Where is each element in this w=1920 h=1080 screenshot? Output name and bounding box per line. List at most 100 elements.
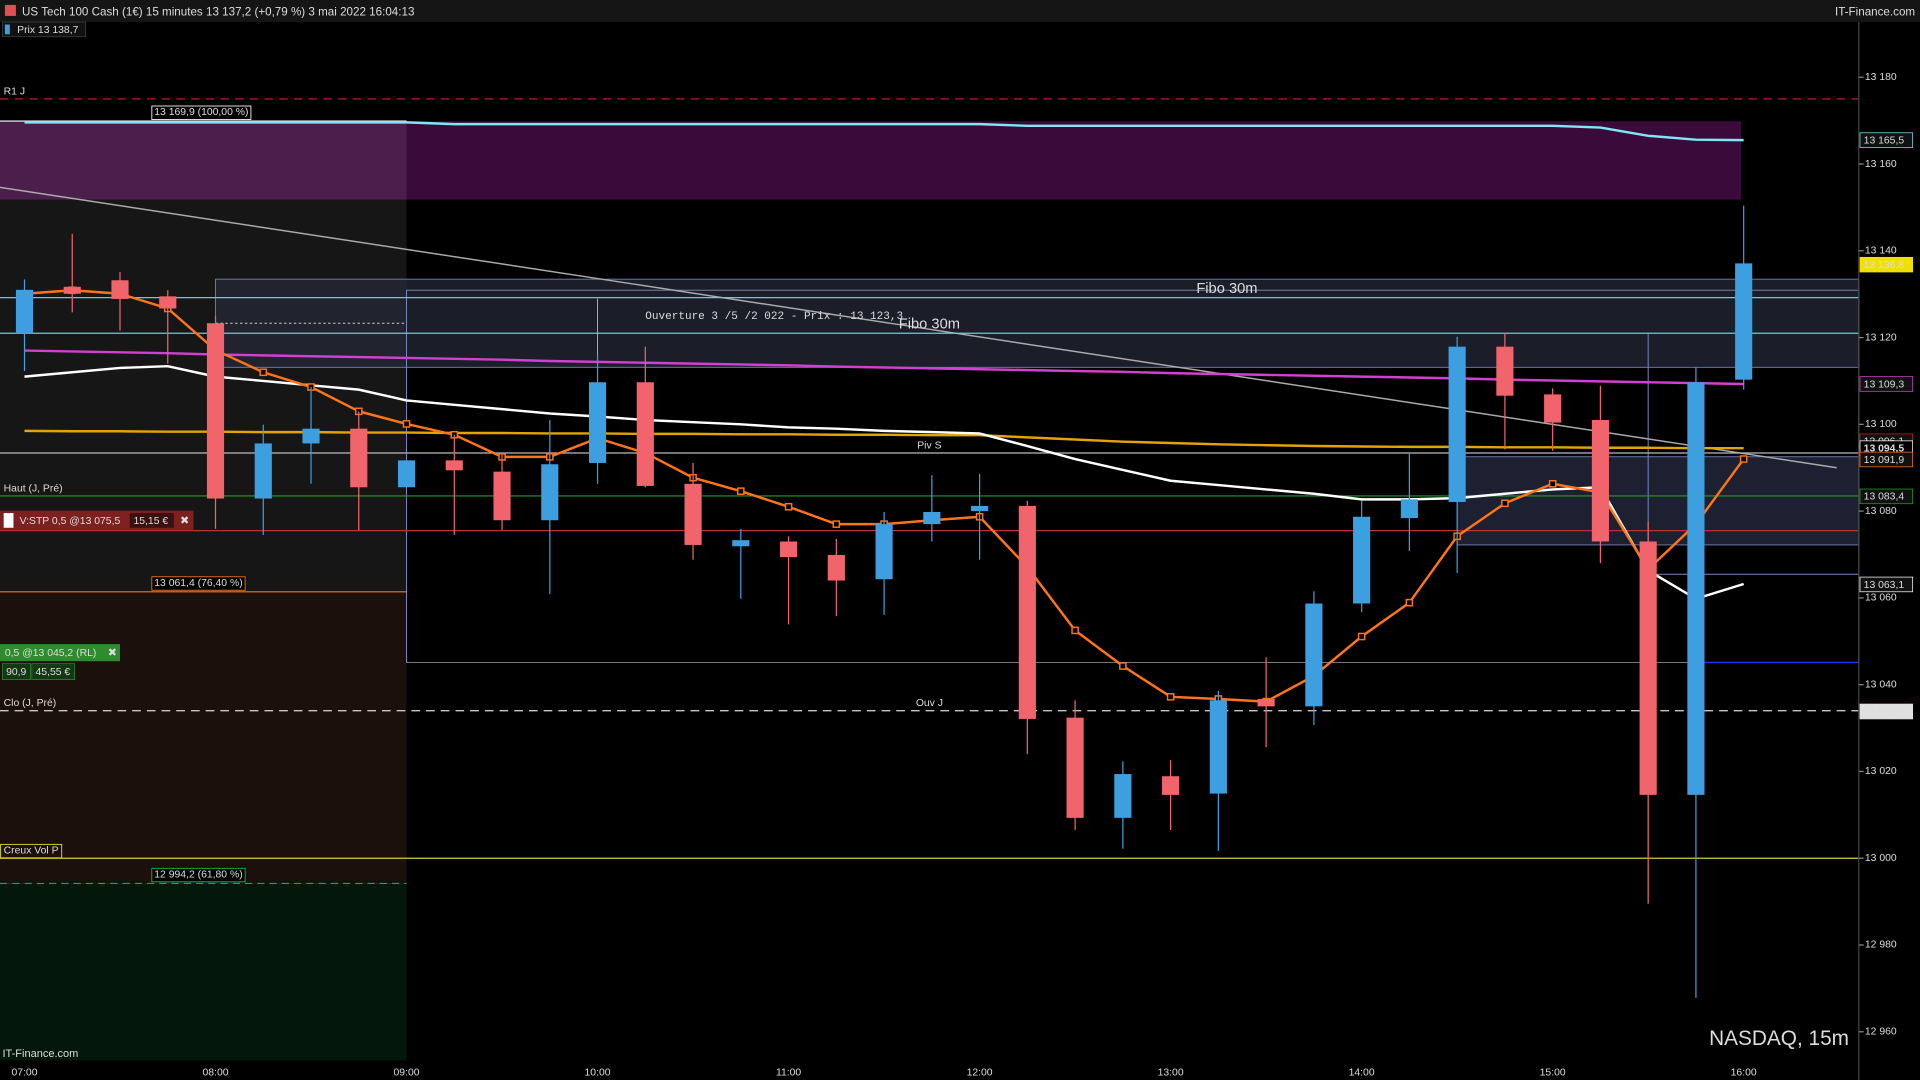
candle-body (1400, 499, 1418, 519)
y-tick-label: 13 180 (1865, 72, 1897, 83)
overlay-marker (259, 368, 268, 377)
price-label-box (1859, 576, 1914, 593)
overlay-marker (784, 502, 793, 511)
candle-body (588, 382, 607, 463)
price-box-text: Prix 13 138,7 (17, 25, 78, 36)
overlay-marker (402, 420, 411, 428)
order-box (2, 663, 31, 680)
candle-body (63, 286, 81, 294)
candle-body (1639, 541, 1657, 795)
order-text: V:STP 0,5 @13 075,5 (20, 516, 121, 527)
price-label-box (1859, 703, 1914, 720)
fibo-label: 13 061,4 (76,40 %) (154, 578, 242, 589)
price-label-box (1859, 488, 1914, 505)
chart-title: US Tech 100 Cash (1€) 15 minutes 13 137,… (22, 5, 414, 18)
price-label: 13 094,5 (1864, 444, 1905, 455)
candle-body (1353, 516, 1371, 604)
candle-body (350, 428, 368, 488)
candle-body (1544, 394, 1562, 423)
fibo-zone (215, 278, 1860, 368)
y-tick-label: 13 080 (1865, 506, 1897, 517)
fibo-zone (1456, 456, 1860, 546)
order-value: 15,15 € (133, 516, 168, 527)
x-tick-label: 16:00 (1731, 1067, 1757, 1078)
x-tick-label: 12:00 (967, 1067, 993, 1078)
level-label-box (0, 843, 63, 859)
overlay-marker (1405, 598, 1414, 607)
y-tick-label: 13 120 (1865, 332, 1897, 343)
fibo-title: Fibo 30m (899, 316, 960, 332)
overlay-marker (1357, 632, 1366, 641)
fibo-label-box (151, 576, 246, 591)
overlay-marker (1071, 626, 1079, 635)
overlay-marker (832, 520, 841, 528)
candle-body (1257, 698, 1275, 707)
candle-body (636, 382, 654, 486)
candle-body (1162, 776, 1180, 795)
candle-body (684, 483, 702, 545)
fibo-title: Fibo 30m (1196, 281, 1257, 297)
candle-body (780, 541, 798, 558)
zone (0, 591, 407, 882)
x-tick-label: 14:00 (1349, 1067, 1375, 1078)
source: IT-Finance.com (2, 1048, 78, 1060)
y-tick-label: 13 040 (1865, 679, 1897, 690)
zone (0, 121, 407, 200)
candle-body (1066, 717, 1084, 818)
close-icon[interactable]: ✖ (180, 515, 189, 527)
fibo-label-box (151, 867, 246, 883)
fibo-label-box (151, 105, 252, 120)
order-value-box (129, 513, 174, 528)
overlay-marker (1739, 455, 1748, 463)
overlay-marker (1166, 693, 1175, 701)
overlay-marker (1119, 662, 1127, 670)
order-text: 45,55 € (36, 667, 71, 678)
price-label-box (1859, 132, 1914, 148)
candle-body (159, 296, 177, 309)
candle-body (111, 280, 129, 299)
price-label: 13 033,8 (1864, 707, 1905, 718)
candle-body (1305, 603, 1323, 707)
y-tick-label: 13 100 (1865, 419, 1897, 430)
price-box (2, 21, 87, 38)
price-label: 13 091,9 (1864, 455, 1905, 466)
icon (4, 24, 10, 35)
order-box (31, 663, 76, 680)
order-limit[interactable] (0, 644, 120, 662)
x-tick-label: 13:00 (1158, 1067, 1184, 1078)
icon (3, 513, 14, 528)
y-tick-label: 13 000 (1865, 853, 1897, 864)
price-label-box (1859, 256, 1914, 273)
y-tick-label: 13 140 (1865, 246, 1897, 257)
x-tick-label: 09:00 (394, 1067, 420, 1078)
close-icon[interactable]: ✖ (108, 647, 117, 659)
y-tick-label: 12 980 (1865, 940, 1897, 951)
y-tick-label: 13 020 (1865, 766, 1897, 777)
opening-note: Ouverture 3 /5 /2 022 - Prix : 13 123,3 (645, 311, 903, 323)
x-tick-label: 08:00 (203, 1067, 229, 1078)
candle-body (15, 289, 34, 334)
header-bar (0, 0, 1920, 23)
y-tick-label: 13 160 (1865, 159, 1897, 170)
x-tick-label: 10:00 (585, 1067, 611, 1078)
plot: R1 J Haut (J, Pré) Clo (J, Pré) Creux Vol P… (0, 86, 1859, 998)
candle-body (397, 460, 416, 488)
overlay-marker (1501, 499, 1509, 508)
level-label: Haut (J, Pré) (4, 483, 63, 494)
candle-body (1496, 346, 1514, 396)
price-label: 13 063,1 (1864, 580, 1905, 591)
candle-body (827, 554, 845, 581)
trend-line (0, 186, 1837, 469)
candle-body (1209, 700, 1227, 794)
candle-body (445, 460, 463, 471)
level-label: Ouv J (916, 698, 943, 709)
fibo-label: 12 994,2 (61,80 %) (154, 870, 242, 881)
candle-body (541, 464, 559, 521)
x-tick-label: 11:00 (776, 1067, 801, 1078)
price-label-box (1859, 451, 1914, 468)
x-tick-label: 15:00 (1540, 1067, 1566, 1078)
candle-body (1735, 263, 1753, 380)
overlay-marker (737, 487, 745, 495)
candle-body (971, 505, 989, 512)
